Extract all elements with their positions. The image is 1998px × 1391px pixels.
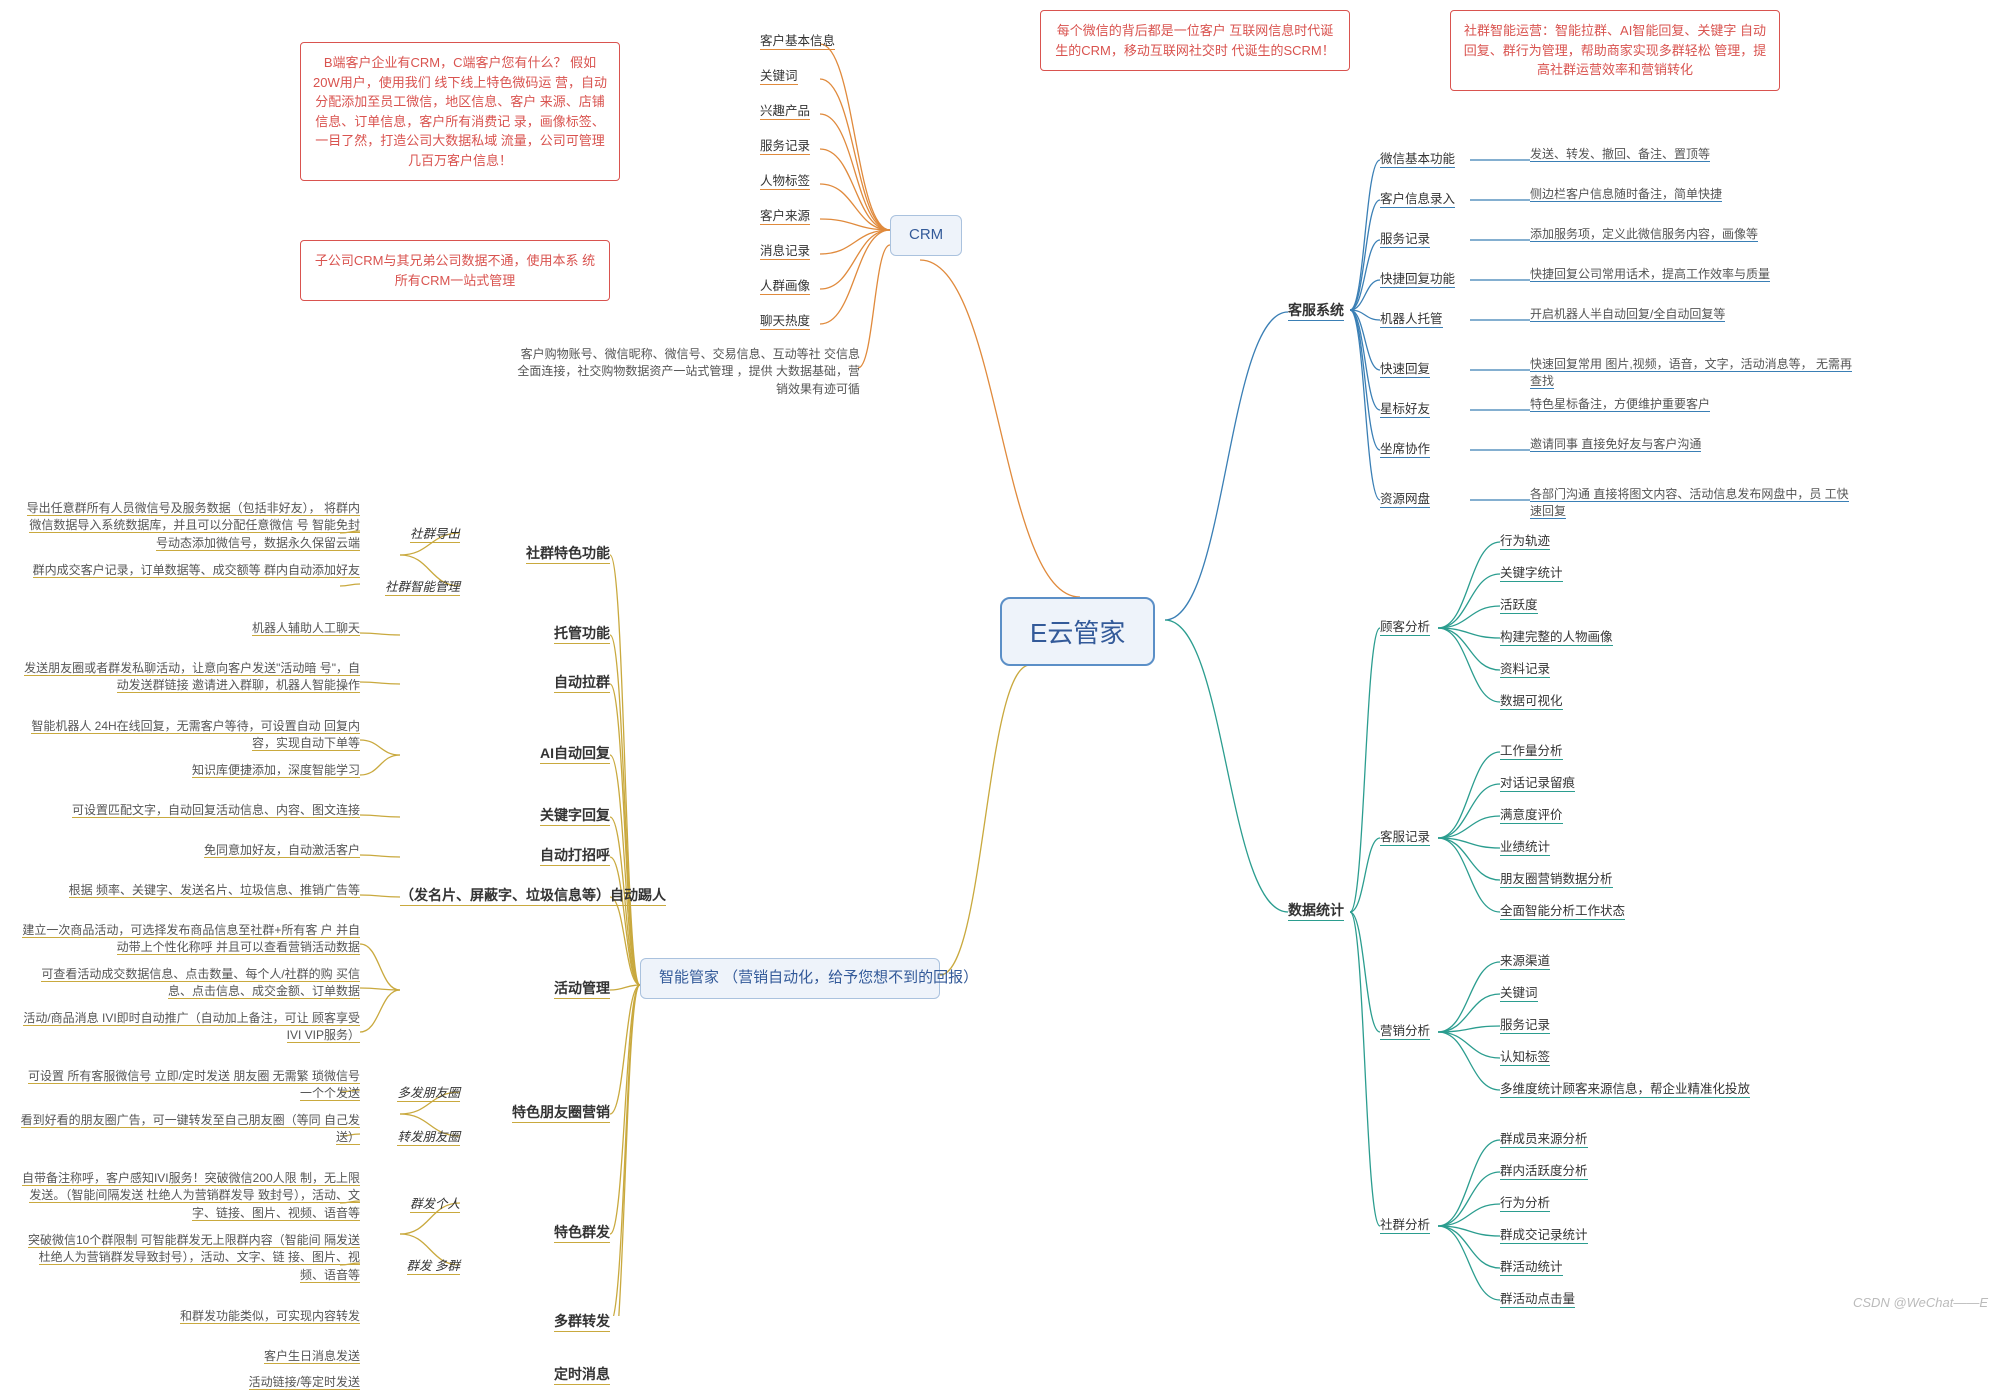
smart-desc: 活动/商品消息 IVI即时自动推广（自动加上备注，可让 顾客享受IVI VIP服… [20,1010,360,1045]
smart-desc: 和群发功能类似，可实现内容转发 [20,1308,360,1325]
smart-branch: AI自动回复 [400,743,610,766]
stats-item: 群内活跃度分析 [1500,1160,1588,1181]
smart-desc: 可设置 所有客服微信号 立即/定时发送 朋友圈 无需繁 琐微信号一个个发送 [20,1068,360,1103]
crm-item: 客户基本信息 [760,30,835,51]
kefu-row-desc: 各部门沟通 直接将图文内容、活动信息发布网盘中，员 工快速回复 [1530,486,1860,521]
watermark: CSDN @WeChat——E [1853,1295,1988,1310]
smart-desc: 建立一次商品活动，可选择发布商品信息至社群+所有客 户 并自动带上个性化称呼 并… [20,922,360,957]
kefu-row-desc: 发送、转发、撤回、备注、置顶等 [1530,146,1860,163]
kefu-row-title: 客户信息录入 [1380,188,1455,209]
redbox-3: 每个微信的背后都是一位客户 互联网信息时代诞生的CRM，移动互联网社交时 代诞生… [1040,10,1350,71]
smart-desc: 客户生日消息发送 [20,1348,360,1365]
smart-desc: 活动链接/等定时发送 [20,1374,360,1391]
stats-item: 服务记录 [1500,1014,1550,1035]
crm-item: 人物标签 [760,170,810,191]
smart-desc: 发送朋友圈或者群发私聊活动，让意向客户发送"活动暗 号"，自动发送群链接 邀请进… [20,660,360,695]
smart-branch: 社群特色功能 [400,543,610,566]
smart-branch: 定时消息 [400,1364,610,1387]
kefu-branch: 客服系统 [1288,300,1344,323]
smart-branch: 关键字回复 [400,805,610,828]
stats-item: 群成员来源分析 [1500,1128,1588,1149]
crm-item: 兴趣产品 [760,100,810,121]
stats-item: 朋友圈营销数据分析 [1500,868,1613,889]
stats-item: 关键字统计 [1500,562,1563,583]
stats-branch: 数据统计 [1288,900,1344,923]
kefu-row-title: 服务记录 [1380,228,1430,249]
stats-item: 对话记录留痕 [1500,772,1575,793]
stats-item: 活跃度 [1500,594,1538,615]
stats-item: 构建完整的人物画像 [1500,626,1613,647]
smart-desc: 自带备注称呼，客户感知IVI服务！突破微信200人限 制，无上限发送。（智能间隔… [20,1170,360,1222]
smart-branch: 特色群发 [400,1222,610,1245]
smart-desc: 群内成交客户记录，订单数据等、成交额等 群内自动添加好友 [20,562,360,579]
crm-item: 关键词 [760,65,798,86]
kefu-row-desc: 添加服务项，定义此微信服务内容，画像等 [1530,226,1860,243]
smart-node: 智能管家 （营销自动化，给予您想不到的回报） [640,958,940,999]
stats-group: 营销分析 [1380,1020,1430,1041]
stats-item: 工作量分析 [1500,740,1563,761]
crm-item: 聊天热度 [760,310,810,331]
redbox-4: 社群智能运营：智能拉群、AI智能回复、关键字 自动回复、群行为管理，帮助商家实现… [1450,10,1780,91]
stats-item: 业绩统计 [1500,836,1550,857]
stats-item: 全面智能分析工作状态 [1500,900,1625,921]
kefu-row-title: 坐席协作 [1380,438,1430,459]
smart-desc: 看到好看的朋友圈广告，可一键转发至自己朋友圈（等同 自己发送） [20,1112,360,1147]
crm-item: 人群画像 [760,275,810,296]
kefu-row-title: 星标好友 [1380,398,1430,419]
smart-desc: 机器人辅助人工聊天 [20,620,360,637]
crm-node: CRM [890,215,962,256]
stats-item: 满意度评价 [1500,804,1563,825]
smart-desc: 导出任意群所有人员微信号及服务数据（包括非好友）， 将群内微信数据导入系统数据库… [20,500,360,552]
smart-desc: 根据 频率、关键字、发送名片、垃圾信息、推销广告等 [20,882,360,899]
kefu-row-title: 微信基本功能 [1380,148,1455,169]
stats-item: 认知标签 [1500,1046,1550,1067]
stats-group: 客服记录 [1380,826,1430,847]
stats-item: 群成交记录统计 [1500,1224,1588,1245]
stats-item: 群活动点击量 [1500,1288,1575,1309]
kefu-row-desc: 快速回复常用 图片,视频，语音，文字，活动消息等， 无需再查找 [1530,356,1860,391]
kefu-row-desc: 侧边栏客户信息随时备注，简单快捷 [1530,186,1860,203]
kefu-row-desc: 快捷回复公司常用话术，提高工作效率与质量 [1530,266,1860,283]
smart-branch: 活动管理 [400,978,610,1001]
smart-branch: 自动拉群 [400,672,610,695]
crm-item: 服务记录 [760,135,810,156]
stats-item: 群活动统计 [1500,1256,1563,1277]
stats-group: 社群分析 [1380,1214,1430,1235]
crm-item: 客户来源 [760,205,810,226]
redbox-1: B端客户企业有CRM，C端客户您有什么？ 假如20W用户，使用我们 线下线上特色… [300,42,620,181]
kefu-row-title: 机器人托管 [1380,308,1443,329]
stats-item: 数据可视化 [1500,690,1563,711]
smart-desc: 突破微信10个群限制 可智能群发无上限群内容（智能间 隔发送 杜绝人为营销群发导… [20,1232,360,1284]
kefu-row-desc: 开启机器人半自动回复/全自动回复等 [1530,306,1860,323]
smart-desc: 免同意加好友，自动激活客户 [20,842,360,859]
stats-item: 来源渠道 [1500,950,1550,971]
stats-group: 顾客分析 [1380,616,1430,637]
center-node: E云管家 [1000,597,1155,666]
redbox-2: 子公司CRM与其兄弟公司数据不通，使用本系 统 所有CRM一站式管理 [300,240,610,301]
stats-item: 关键词 [1500,982,1538,1003]
crm-item: 消息记录 [760,240,810,261]
smart-branch: 托管功能 [400,623,610,646]
smart-branch: （发名片、屏蔽字、垃圾信息等）自动踢人 [400,885,610,908]
smart-desc: 智能机器人 24H在线回复，无需客户等待，可设置自动 回复内容，实现自动下单等 [20,718,360,753]
kefu-row-desc: 邀请同事 直接免好友与客户沟通 [1530,436,1860,453]
smart-branch: 自动打招呼 [400,845,610,868]
kefu-row-title: 快速回复 [1380,358,1430,379]
stats-item: 行为轨迹 [1500,530,1550,551]
smart-desc: 可设置匹配文字，自动回复活动信息、内容、图文连接 [20,802,360,819]
kefu-row-desc: 特色星标备注，方便维护重要客户 [1530,396,1860,413]
stats-item: 多维度统计顾客来源信息，帮企业精准化投放 [1500,1078,1750,1099]
smart-branch: 多群转发 [400,1311,610,1334]
smart-branch: 特色朋友圈营销 [400,1102,610,1125]
smart-desc: 知识库便捷添加，深度智能学习 [20,762,360,779]
stats-item: 行为分析 [1500,1192,1550,1213]
smart-desc: 可查看活动成交数据信息、点击数量、每个人/社群的购 买信息、点击信息、成交金额、… [20,966,360,1001]
crm-note: 客户购物账号、微信昵称、微信号、交易信息、互动等社 交信息全面连接，社交购物数据… [510,346,860,398]
kefu-row-title: 资源网盘 [1380,488,1430,509]
kefu-row-title: 快捷回复功能 [1380,268,1455,289]
stats-item: 资料记录 [1500,658,1550,679]
